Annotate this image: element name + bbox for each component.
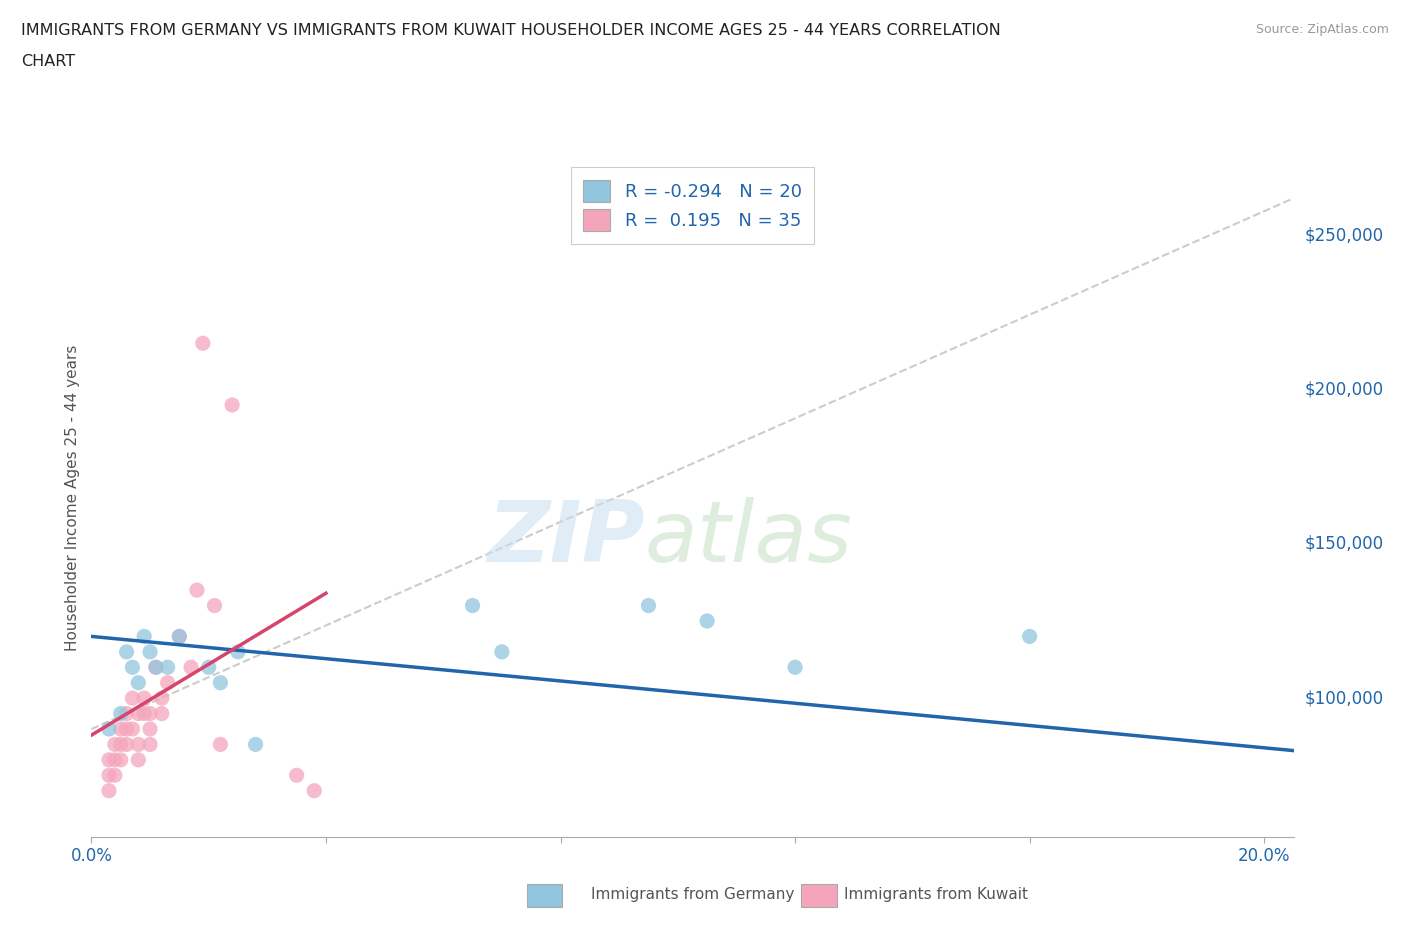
Y-axis label: Householder Income Ages 25 - 44 years: Householder Income Ages 25 - 44 years (65, 344, 80, 651)
Point (696, 614, 718, 629)
Legend: R = -0.294   N = 20, R =  0.195   N = 35: R = -0.294 N = 20, R = 0.195 N = 35 (571, 167, 814, 244)
Point (191, 336, 214, 351)
Point (98, 783, 121, 798)
Text: ZIP: ZIP (486, 497, 644, 579)
Point (127, 737, 149, 751)
Text: atlas: atlas (644, 497, 852, 579)
Point (186, 583, 208, 598)
Point (169, 629, 191, 644)
Point (245, 737, 267, 751)
Point (145, 660, 167, 675)
Text: $250,000: $250,000 (1305, 226, 1384, 245)
Point (127, 752, 149, 767)
Text: Source: ZipAtlas.com: Source: ZipAtlas.com (1256, 23, 1389, 36)
Point (98, 752, 121, 767)
Point (637, 598, 659, 613)
Point (197, 660, 219, 675)
Point (115, 737, 138, 751)
Point (150, 706, 173, 721)
Point (226, 644, 249, 659)
Text: $150,000: $150,000 (1305, 535, 1384, 552)
Point (104, 752, 127, 767)
Point (115, 706, 138, 721)
Point (127, 675, 149, 690)
Point (98, 722, 121, 737)
Point (302, 783, 325, 798)
Text: Immigrants from Germany: Immigrants from Germany (591, 887, 794, 902)
Point (209, 675, 232, 690)
Point (156, 660, 179, 675)
Point (121, 660, 143, 675)
Point (221, 397, 243, 412)
Point (98, 768, 121, 783)
Point (104, 737, 127, 751)
Point (121, 722, 143, 737)
Point (110, 706, 132, 721)
Point (134, 691, 156, 706)
Point (127, 706, 149, 721)
Text: CHART: CHART (21, 54, 75, 69)
Point (1018, 629, 1040, 644)
Point (285, 768, 308, 783)
Point (134, 706, 156, 721)
Point (115, 722, 138, 737)
Point (209, 737, 232, 751)
Text: $100,000: $100,000 (1305, 689, 1384, 707)
Point (110, 737, 132, 751)
Point (139, 644, 162, 659)
Point (139, 722, 162, 737)
Point (104, 768, 127, 783)
Text: $200,000: $200,000 (1305, 380, 1384, 399)
Point (145, 660, 167, 675)
Point (134, 629, 156, 644)
Point (139, 737, 162, 751)
Point (169, 629, 191, 644)
Point (121, 691, 143, 706)
Text: IMMIGRANTS FROM GERMANY VS IMMIGRANTS FROM KUWAIT HOUSEHOLDER INCOME AGES 25 - 4: IMMIGRANTS FROM GERMANY VS IMMIGRANTS FR… (21, 23, 1001, 38)
Point (156, 675, 179, 690)
Point (139, 706, 162, 721)
Point (110, 752, 132, 767)
Point (204, 598, 226, 613)
Point (491, 644, 513, 659)
Point (150, 691, 173, 706)
Point (115, 644, 138, 659)
Point (783, 660, 806, 675)
Point (180, 660, 202, 675)
Point (110, 722, 132, 737)
Point (461, 598, 484, 613)
Text: Immigrants from Kuwait: Immigrants from Kuwait (844, 887, 1028, 902)
